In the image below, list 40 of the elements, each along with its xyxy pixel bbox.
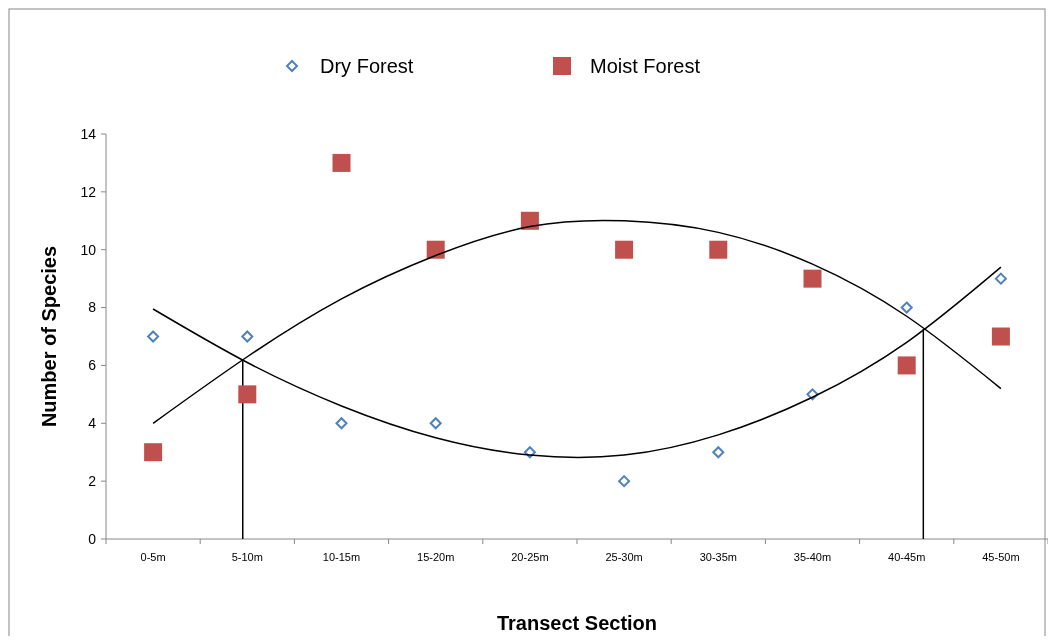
point xyxy=(238,385,257,404)
point xyxy=(147,330,160,343)
x-tick-label: 25-30m xyxy=(605,551,643,563)
point xyxy=(615,240,634,259)
y-axis-title: Number of Species xyxy=(38,245,60,428)
x-tick-label: 15-20m xyxy=(417,551,455,563)
y-tick-label: 8 xyxy=(88,299,97,316)
x-tick-label: 45-50m xyxy=(982,551,1020,563)
point xyxy=(144,443,163,462)
legend-label: Dry Forest xyxy=(320,55,414,77)
point xyxy=(429,417,442,430)
point xyxy=(335,417,348,430)
x-tick-label: 0-5m xyxy=(140,551,166,563)
x-tick-label: 30-35m xyxy=(699,551,737,563)
x-tick-label: 10-15m xyxy=(322,551,361,563)
point xyxy=(618,475,631,488)
y-tick-label: 12 xyxy=(80,183,97,200)
y-tick-label: 6 xyxy=(88,357,97,374)
point xyxy=(709,240,728,259)
point xyxy=(332,153,351,172)
y-tick-label: 4 xyxy=(88,415,97,432)
point xyxy=(803,269,822,288)
legend-label: Moist Forest xyxy=(590,55,701,77)
point xyxy=(900,301,913,314)
x-axis-title: Transect Section xyxy=(496,612,658,634)
x-tick-label: 20-25m xyxy=(511,551,549,563)
point xyxy=(994,272,1007,285)
point xyxy=(520,211,539,230)
x-tick-label: 5-10m xyxy=(231,551,263,563)
point xyxy=(897,356,916,375)
y-tick-label: 14 xyxy=(80,125,97,142)
point xyxy=(712,446,725,459)
y-tick-label: 2 xyxy=(88,473,97,490)
x-tick-label: 35-40m xyxy=(793,551,832,563)
point xyxy=(241,330,254,343)
point xyxy=(426,240,445,259)
y-tick-label: 0 xyxy=(88,530,97,547)
y-tick-label: 10 xyxy=(80,241,97,258)
point xyxy=(991,327,1010,346)
x-tick-label: 40-45m xyxy=(888,551,926,563)
